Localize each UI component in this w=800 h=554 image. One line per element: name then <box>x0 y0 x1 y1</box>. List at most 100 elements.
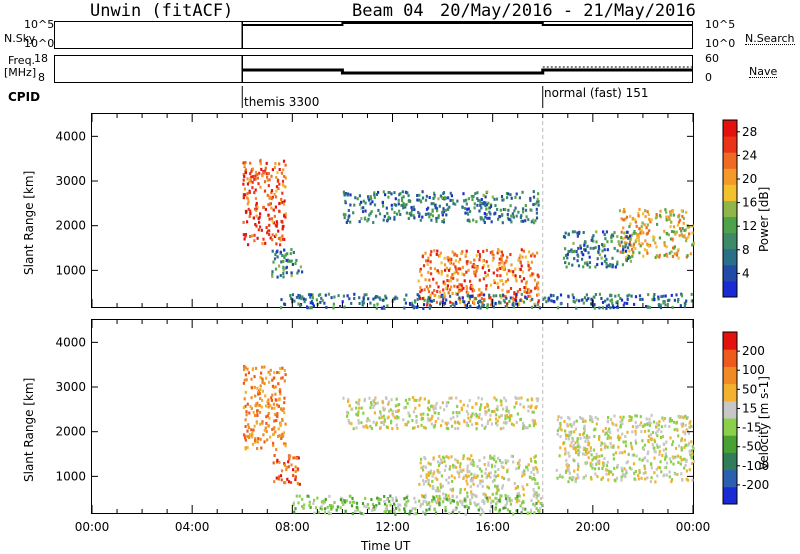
data-cell <box>260 228 263 232</box>
data-cell <box>441 213 444 217</box>
data-cell <box>433 425 436 429</box>
data-cell <box>580 298 584 302</box>
data-cell <box>606 248 609 252</box>
data-cell <box>310 299 314 303</box>
data-cell <box>419 412 422 416</box>
data-cell <box>457 267 460 271</box>
data-cell <box>412 306 415 310</box>
data-cell <box>260 405 263 409</box>
data-cell <box>279 250 282 254</box>
data-cell <box>518 463 521 467</box>
data-cell <box>682 221 685 225</box>
data-cell <box>443 301 447 305</box>
data-cell <box>593 434 596 438</box>
data-cell <box>504 505 507 509</box>
data-cell <box>617 240 620 244</box>
data-cell <box>419 461 422 465</box>
data-cell <box>244 404 247 408</box>
data-cell <box>459 301 462 305</box>
data-cell <box>687 235 690 239</box>
data-cell <box>270 398 273 402</box>
data-cell <box>278 371 281 375</box>
nsky-panel <box>54 21 693 49</box>
data-cell <box>506 508 510 512</box>
data-cell <box>652 420 656 424</box>
data-cell <box>247 200 250 204</box>
data-cell <box>681 424 684 428</box>
data-cell <box>500 465 504 469</box>
data-cell <box>438 204 441 208</box>
data-cell <box>620 217 623 221</box>
data-cell <box>253 239 256 243</box>
data-cell <box>371 503 375 506</box>
data-cell <box>600 454 603 458</box>
data-cell <box>386 304 389 308</box>
data-cell <box>534 202 537 206</box>
data-cell <box>250 396 253 400</box>
data-cell <box>357 413 360 417</box>
data-cell <box>656 429 659 433</box>
data-cell <box>635 414 638 418</box>
data-cell <box>482 201 485 205</box>
data-cell <box>478 293 481 297</box>
data-cell <box>433 191 436 195</box>
data-cell <box>668 298 671 302</box>
data-cell <box>536 467 539 471</box>
data-cell <box>369 211 372 215</box>
data-cell <box>494 475 498 479</box>
data-cell <box>447 279 450 283</box>
data-cell <box>324 293 327 297</box>
data-cell <box>281 220 284 224</box>
data-cell <box>291 263 294 266</box>
data-cell <box>441 455 445 459</box>
data-cell <box>461 250 464 254</box>
data-cell <box>411 303 414 307</box>
data-cell <box>275 419 278 422</box>
data-cell <box>292 503 295 507</box>
colorbar-swatch-0-4 <box>723 216 737 234</box>
data-cell <box>254 404 257 408</box>
data-cell <box>433 507 436 511</box>
data-cell <box>499 494 502 498</box>
colorbar-swatch-1-7 <box>723 366 737 385</box>
data-cell <box>463 475 466 479</box>
data-cell <box>691 243 694 247</box>
data-cell <box>655 421 658 425</box>
data-cell <box>311 302 314 306</box>
data-cell <box>559 435 562 438</box>
data-cell <box>307 495 310 499</box>
data-cell <box>464 207 467 210</box>
data-cell <box>579 445 582 449</box>
data-cell <box>438 501 441 505</box>
data-cell <box>415 414 418 418</box>
data-cell <box>456 199 459 203</box>
data-cell <box>486 485 489 489</box>
data-cell <box>575 450 578 454</box>
data-cell <box>653 446 656 450</box>
data-cell <box>634 470 637 473</box>
data-cell <box>445 298 448 302</box>
data-cell <box>256 447 259 450</box>
data-cell <box>498 249 501 253</box>
data-cell <box>663 417 667 421</box>
data-cell <box>513 482 516 485</box>
data-cell <box>387 215 390 219</box>
data-cell <box>625 469 628 473</box>
data-cell <box>428 278 431 282</box>
data-cell <box>489 283 493 287</box>
data-cell <box>352 211 355 215</box>
data-cell <box>518 288 522 291</box>
data-cell <box>393 191 396 195</box>
data-cell <box>591 236 594 240</box>
data-cell <box>669 419 672 423</box>
data-cell <box>485 496 488 500</box>
data-cell <box>650 476 653 480</box>
data-cell <box>668 210 672 214</box>
data-cell <box>658 304 661 308</box>
data-cell <box>463 199 466 203</box>
data-cell <box>381 306 384 310</box>
data-cell <box>502 426 505 430</box>
data-cell <box>430 202 433 206</box>
data-cell <box>681 227 684 230</box>
data-cell <box>636 236 639 239</box>
